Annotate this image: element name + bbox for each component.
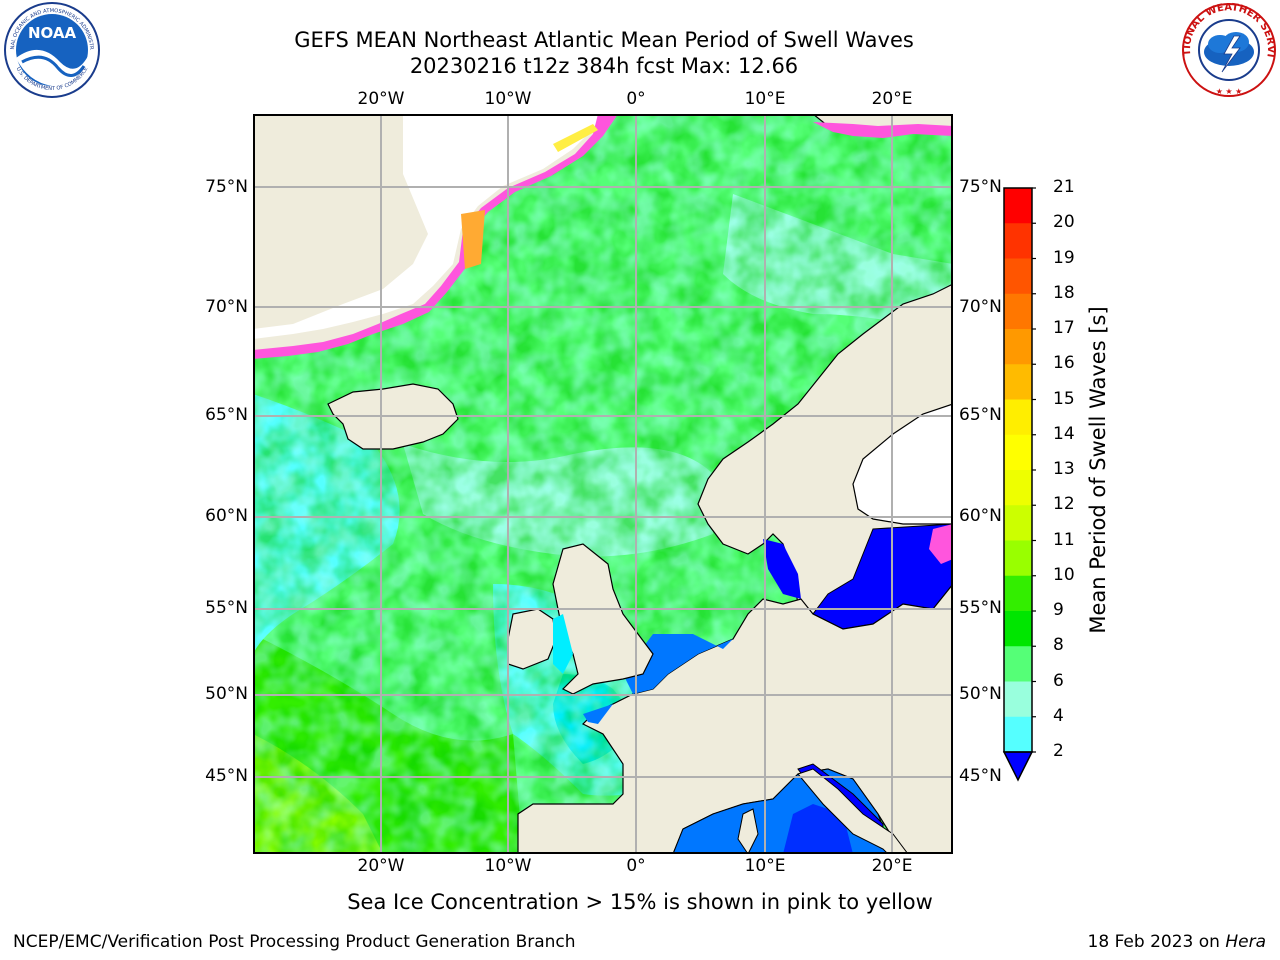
colorbar-tick-label: 14 xyxy=(1053,423,1075,444)
colorbar-swatch xyxy=(1004,399,1032,436)
colorbar-swatch xyxy=(1004,505,1032,542)
footer-branch: NCEP/EMC/Verification Post Processing Pr… xyxy=(13,932,576,952)
colorbar-tick-label: 6 xyxy=(1053,670,1064,691)
colorbar-swatch xyxy=(1004,575,1032,612)
map-subtitle: 20230216 t12z 384h fcst Max: 12.66 xyxy=(409,54,799,78)
north-sea-coastal xyxy=(623,634,733,694)
lat-tick-left-70n: 70°N xyxy=(205,297,248,317)
colorbar-tick-label: 19 xyxy=(1053,247,1075,268)
italy-land xyxy=(797,768,909,854)
colorbar-swatch xyxy=(1004,329,1032,365)
colorbar-swatch xyxy=(1004,540,1032,577)
gulf-of-bothnia xyxy=(852,403,953,525)
greenland-ice-free xyxy=(253,114,603,339)
colorbar-swatch xyxy=(1004,258,1032,295)
colorbar-tick-label: 18 xyxy=(1053,282,1075,303)
map-border xyxy=(253,114,953,854)
colorbar-tick-label: 20 xyxy=(1053,212,1075,233)
footer-date: 18 Feb 2023 on Hera xyxy=(1088,932,1266,952)
colorbar-swatch xyxy=(1004,223,1032,260)
nws-logo: NATIONAL WEATHER SERVICE ★ ★ ★ xyxy=(1178,0,1276,97)
lat-tick-left-60n: 60°N xyxy=(205,506,248,526)
colorbar-tick-label: 21 xyxy=(1053,177,1075,197)
lat-tick-right-75n: 75°N xyxy=(959,177,1002,197)
sea-ice-orange xyxy=(461,210,485,269)
corsica-sardinia xyxy=(737,808,759,854)
colorbar-tick-label: 17 xyxy=(1053,318,1075,338)
lat-tick-right-55n: 55°N xyxy=(959,598,1002,618)
map-title: GEFS MEAN Northeast Atlantic Mean Period… xyxy=(294,28,914,52)
footer-date-text: 18 Feb 2023 on xyxy=(1087,932,1220,952)
lat-tick-left-50n: 50°N xyxy=(205,684,248,704)
colorbar-swatch xyxy=(1004,364,1032,401)
colorbar-swatch xyxy=(1004,188,1032,224)
lon-tick-top-20w: 20°W xyxy=(357,89,405,109)
sea-ice-yellow xyxy=(553,124,598,152)
colorbar-tick-label: 9 xyxy=(1053,600,1064,620)
colorbar-tick-label: 11 xyxy=(1053,529,1075,550)
baltic-ice xyxy=(929,524,953,564)
colorbar-tick-label: 4 xyxy=(1053,705,1064,726)
noaa-logo-text: NOAA xyxy=(28,24,77,42)
swell-period-map xyxy=(253,114,953,854)
lat-tick-right-65n: 65°N xyxy=(959,405,1002,425)
colorbar-swatch xyxy=(1004,293,1032,330)
colorbar-swatch xyxy=(1004,611,1032,647)
lat-tick-left-55n: 55°N xyxy=(205,598,248,618)
nws-stars: ★ ★ ★ xyxy=(1216,87,1243,96)
noaa-logo: NOAA NATIONAL OCEANIC AND ATMOSPHERIC AD… xyxy=(0,0,100,98)
lon-tick-bottom-10e: 10°E xyxy=(744,856,786,876)
colorbar-tick-label: 16 xyxy=(1053,353,1075,374)
colorbar-label: Mean Period of Swell Waves [s] xyxy=(1086,306,1110,634)
colorbar-tick-label: 10 xyxy=(1053,564,1075,585)
colorbar xyxy=(1002,187,1036,782)
lon-tick-top-0: 0° xyxy=(626,89,646,109)
graticule xyxy=(253,114,953,854)
colorbar-tick-label: 12 xyxy=(1053,494,1075,515)
svalbard-ice xyxy=(813,122,953,138)
lon-tick-bottom-0: 0° xyxy=(626,856,646,876)
lon-tick-bottom-20e: 20°E xyxy=(871,856,913,876)
lon-tick-top-20e: 20°E xyxy=(871,89,913,109)
colorbar-swatch xyxy=(1004,716,1032,753)
lat-tick-right-50n: 50°N xyxy=(959,684,1002,704)
sea-ice-note: Sea Ice Concentration > 15% is shown in … xyxy=(347,890,933,914)
colorbar-swatch xyxy=(1004,646,1032,683)
lon-tick-bottom-10w: 10°W xyxy=(484,856,532,876)
colorbar-tick-label: 15 xyxy=(1053,388,1075,409)
footer-machine: Hera xyxy=(1225,932,1266,952)
colorbar-tick-label: 2 xyxy=(1053,741,1064,761)
biscay-coastal xyxy=(583,704,613,724)
lat-tick-left-75n: 75°N xyxy=(205,177,248,197)
irish-sea xyxy=(553,614,573,674)
lon-tick-top-10e: 10°E xyxy=(744,89,786,109)
colorbar-tick-label: 8 xyxy=(1053,635,1064,656)
lon-tick-bottom-20w: 20°W xyxy=(357,856,405,876)
colorbar-swatch xyxy=(1004,470,1032,506)
lat-tick-left-45n: 45°N xyxy=(205,766,248,786)
lat-tick-right-70n: 70°N xyxy=(959,297,1002,317)
colorbar-tick-label: 13 xyxy=(1053,459,1075,479)
colorbar-under-arrow xyxy=(1002,751,1034,782)
skagerrak xyxy=(763,539,801,599)
colorbar-swatch xyxy=(1004,681,1032,718)
lat-tick-right-60n: 60°N xyxy=(959,506,1002,526)
lat-tick-left-65n: 65°N xyxy=(205,405,248,425)
lon-tick-top-10w: 10°W xyxy=(484,89,532,109)
colorbar-swatch xyxy=(1004,434,1032,471)
lat-tick-right-45n: 45°N xyxy=(959,766,1002,786)
